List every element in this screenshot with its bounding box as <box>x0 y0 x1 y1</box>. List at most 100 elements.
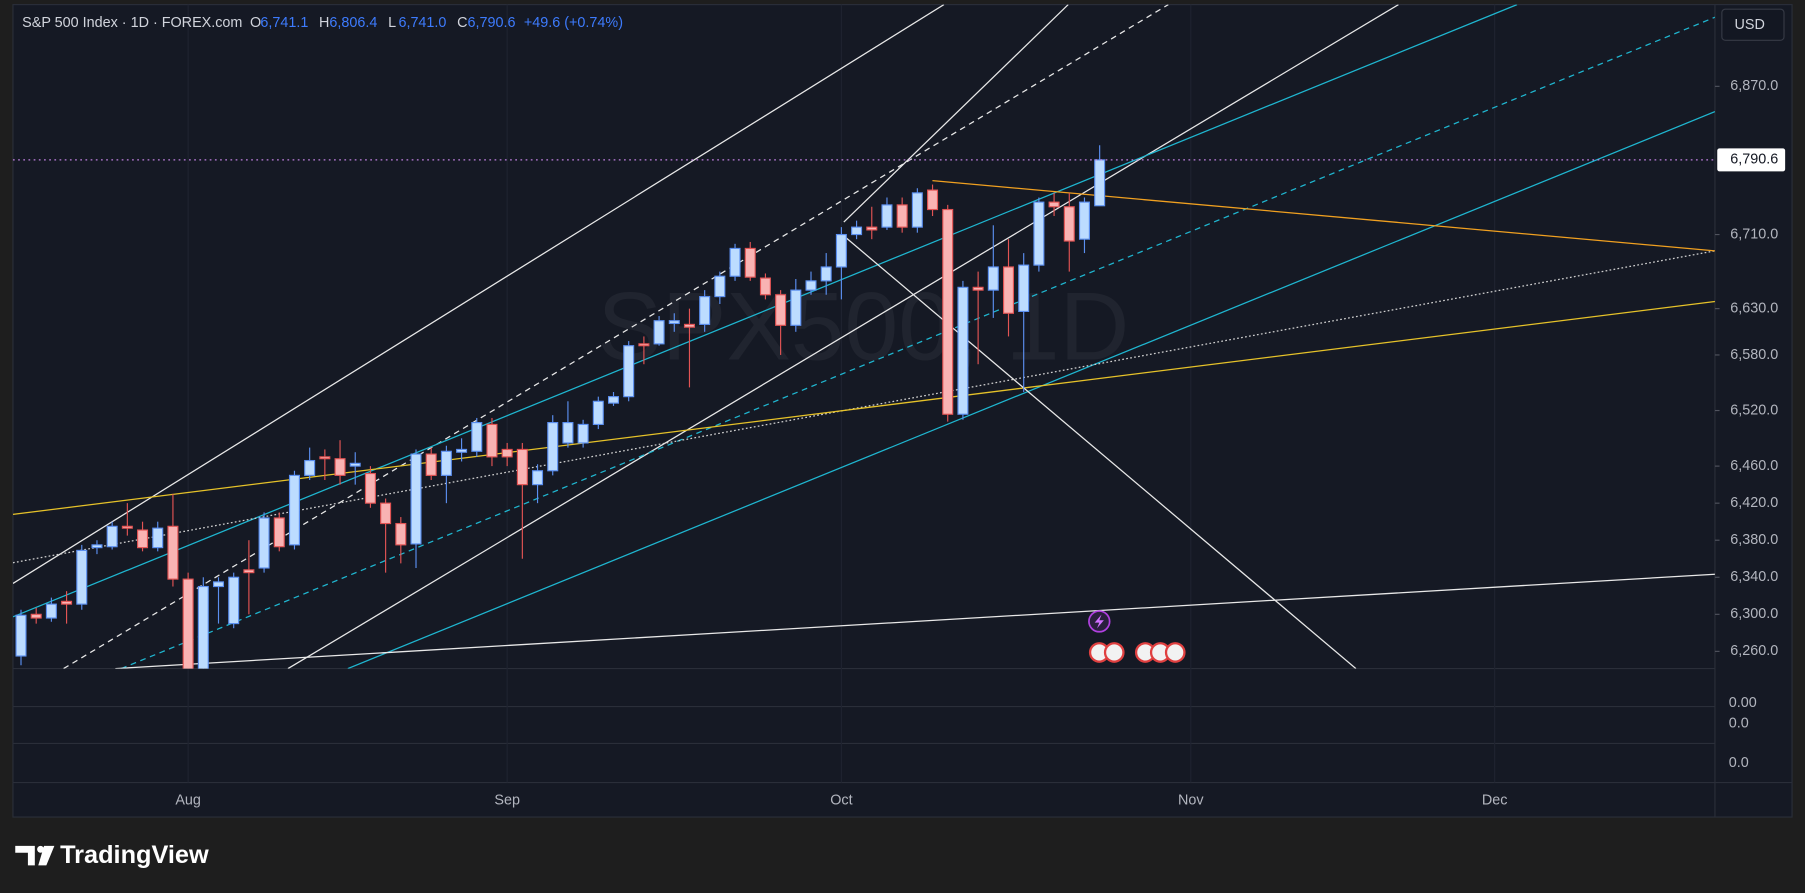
candle-body <box>304 459 316 476</box>
candle-body <box>380 502 392 525</box>
candle-body <box>638 343 650 347</box>
candle-body <box>927 189 939 211</box>
candle-body <box>987 266 999 291</box>
candle-body <box>805 280 817 291</box>
candle-body <box>896 204 908 228</box>
candle-body <box>820 266 832 282</box>
candle-body <box>91 544 103 549</box>
candle-body <box>607 396 620 404</box>
trend-line <box>12 4 945 584</box>
candle-body <box>714 275 726 298</box>
legend-value: 6,741.0 <box>398 15 446 31</box>
trend-line <box>347 111 1715 669</box>
candle-body <box>15 614 27 657</box>
x-tick-label: Nov <box>1178 793 1204 809</box>
candle-body <box>425 453 437 476</box>
x-tick-label: Oct <box>830 793 852 809</box>
candle-body <box>547 422 559 472</box>
candle-body <box>258 517 270 569</box>
candle-body <box>167 525 179 580</box>
event-icons <box>1088 610 1186 663</box>
trend-line <box>843 235 1357 669</box>
candle-body <box>319 456 331 460</box>
candle-body <box>182 578 194 669</box>
candle-body <box>106 525 118 548</box>
y-tick-label: 6,460.0 <box>1730 458 1778 474</box>
trend-line <box>843 4 1069 223</box>
x-tick-label: Sep <box>494 793 520 809</box>
candle-body <box>516 448 528 486</box>
indicator-label: 0.0 <box>1729 716 1749 732</box>
candle-body <box>349 462 361 467</box>
brand-name: TradingView <box>60 841 209 869</box>
legend-value: 6,806.4 <box>329 15 377 31</box>
logo-mark <box>15 845 35 866</box>
candle-body <box>866 226 878 231</box>
candle-body <box>623 345 635 398</box>
trend-line <box>115 573 1715 669</box>
candle-body <box>1094 159 1106 207</box>
logo-mark <box>37 845 45 853</box>
chart-title: S&P 500 Index · 1D · FOREX.com <box>22 15 242 31</box>
y-tick-label: 6,630.0 <box>1730 300 1778 316</box>
candle-body <box>440 450 452 476</box>
candle-body <box>30 613 42 619</box>
chart-frame <box>12 4 1793 818</box>
ohlc-legend: O 6,741.1 H 6,806.4 L 6,741.0 C 6,790.6 <box>250 15 515 31</box>
y-tick-label: 6,300.0 <box>1730 606 1778 622</box>
x-tick-label: Aug <box>175 793 201 809</box>
candle-body <box>121 525 133 529</box>
y-tick-label: 6,580.0 <box>1730 347 1778 363</box>
change-label: +49.6 (+0.74%) <box>524 15 623 31</box>
candle-body <box>212 581 225 588</box>
candle-body <box>942 208 954 415</box>
candle-body <box>486 423 498 458</box>
candle-body <box>61 600 73 605</box>
logo-mark <box>38 845 55 866</box>
candle-body <box>228 576 240 625</box>
candles <box>15 145 1106 669</box>
y-tick-label: 6,520.0 <box>1730 402 1778 418</box>
candle-body <box>395 522 407 546</box>
y-tick-label: 6,710.0 <box>1730 226 1778 242</box>
candle-body <box>1063 206 1075 242</box>
y-tick-label: 6,340.0 <box>1730 569 1778 585</box>
candle-body <box>334 458 346 476</box>
last-price-label: 6,790.6 <box>1730 152 1778 168</box>
legend-key: H <box>319 15 329 31</box>
candle-body <box>577 423 589 444</box>
candle-body <box>456 448 468 453</box>
x-tick-label: Dec <box>1482 793 1508 809</box>
candle-body <box>653 320 665 345</box>
legend-key: C <box>457 15 467 31</box>
candle-body <box>729 247 741 277</box>
candle-body <box>592 400 604 426</box>
event-icon <box>1164 642 1186 663</box>
candle-body <box>851 226 863 236</box>
candle-body <box>364 472 376 504</box>
trend-line <box>287 4 1399 669</box>
trend-line <box>63 4 1169 669</box>
event-icon-glyph <box>1094 614 1104 629</box>
legend-key: L <box>388 15 396 31</box>
watermark: SPX500, 1D <box>597 272 1129 380</box>
candle-body <box>759 277 771 296</box>
currency-button[interactable] <box>1721 8 1785 41</box>
trend-line <box>120 16 1715 669</box>
candle-body <box>744 247 756 278</box>
candle-body <box>243 569 255 574</box>
candle-body <box>911 192 923 228</box>
candle-body <box>137 529 149 549</box>
trend-line <box>12 250 1715 564</box>
candle-body <box>835 233 847 268</box>
y-tick-label: 6,420.0 <box>1730 495 1778 511</box>
candle-body <box>76 549 88 605</box>
candle-body <box>501 448 513 458</box>
currency-label[interactable]: USD <box>1735 17 1765 33</box>
candle-body <box>972 286 984 291</box>
indicator-label: 0.0 <box>1729 755 1749 771</box>
candle-body <box>410 453 422 545</box>
candle-body <box>288 474 300 546</box>
